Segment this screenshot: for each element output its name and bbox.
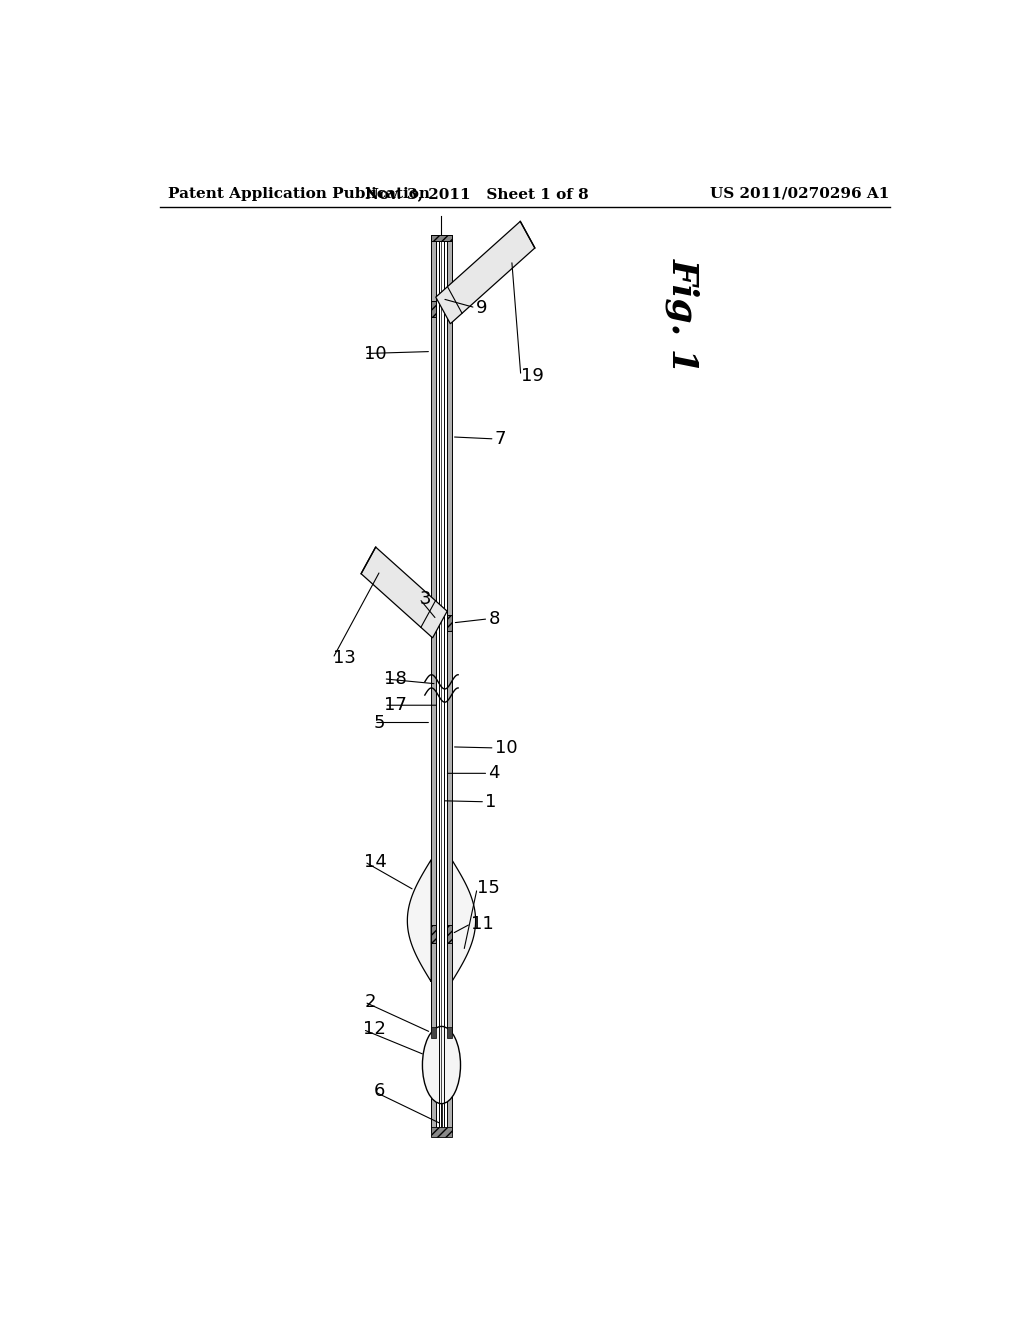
Text: 2: 2 <box>365 993 376 1011</box>
Bar <box>447 301 452 317</box>
Bar <box>431 925 436 942</box>
Bar <box>447 925 452 942</box>
Bar <box>431 301 436 317</box>
Text: 6: 6 <box>374 1082 385 1101</box>
Polygon shape <box>452 859 475 982</box>
Polygon shape <box>447 235 452 1133</box>
Text: 5: 5 <box>374 714 385 731</box>
Text: Patent Application Publication: Patent Application Publication <box>168 187 430 201</box>
Text: Nov. 3, 2011   Sheet 1 of 8: Nov. 3, 2011 Sheet 1 of 8 <box>366 187 589 201</box>
Text: 13: 13 <box>333 649 355 668</box>
Polygon shape <box>361 546 447 638</box>
Text: 12: 12 <box>362 1020 386 1039</box>
Text: 9: 9 <box>475 298 487 317</box>
Polygon shape <box>431 235 436 1133</box>
Text: Fig. 1: Fig. 1 <box>667 259 700 374</box>
Bar <box>431 235 452 240</box>
Text: 4: 4 <box>488 764 500 783</box>
Text: 11: 11 <box>471 915 494 933</box>
Text: 10: 10 <box>495 739 517 756</box>
Bar <box>431 1127 452 1138</box>
Text: 18: 18 <box>384 669 407 688</box>
Bar <box>431 615 436 631</box>
Text: US 2011/0270296 A1: US 2011/0270296 A1 <box>711 187 890 201</box>
Polygon shape <box>436 222 535 323</box>
Text: 17: 17 <box>384 696 408 714</box>
Text: 10: 10 <box>365 345 387 363</box>
Text: 14: 14 <box>365 853 387 871</box>
Text: 15: 15 <box>477 879 500 898</box>
Bar <box>447 615 452 631</box>
Bar <box>447 1027 452 1038</box>
Text: 19: 19 <box>521 367 544 385</box>
Text: 3: 3 <box>419 590 431 607</box>
Bar <box>431 1027 436 1038</box>
Ellipse shape <box>423 1027 461 1104</box>
Text: 7: 7 <box>495 430 506 447</box>
Text: 1: 1 <box>485 793 497 810</box>
Text: 8: 8 <box>488 610 500 628</box>
Polygon shape <box>408 859 431 982</box>
